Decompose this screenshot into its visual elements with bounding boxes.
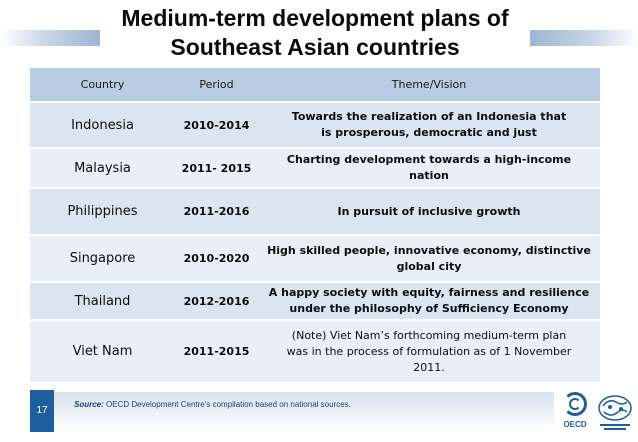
oecd-logo: OECD <box>559 392 591 434</box>
page-number-bar <box>30 390 54 432</box>
source-text: OECD Development Centre’s compilation ba… <box>103 400 351 409</box>
table-row: Philippines 2011-2016 In pursuit of incl… <box>30 187 600 235</box>
theme-line: (Note) Viet Nam’s forthcoming medium-ter… <box>291 328 567 342</box>
slide-title-line2: Southeast Asian countries <box>170 34 460 60</box>
theme-cell: (Note) Viet Nam’s forthcoming medium-ter… <box>258 319 600 382</box>
header-period: Period <box>175 68 258 103</box>
table-row: Indonesia 2010-2014 Towards the realizat… <box>30 101 600 148</box>
title-band <box>0 0 638 70</box>
source-label: Source: <box>74 400 104 409</box>
country-cell: Indonesia <box>30 101 175 148</box>
period-cell: 2010-2014 <box>175 101 258 148</box>
period-cell: 2011-2015 <box>175 319 258 382</box>
theme-line: Towards the realization of an Indonesia … <box>291 110 567 123</box>
oecd-logo-inner-ring-icon <box>569 398 581 410</box>
period-cell: 2010-2020 <box>175 234 258 282</box>
theme-line: In pursuit of inclusive growth <box>337 204 521 218</box>
development-plans-table: Country Period Theme/Vision Indonesia 20… <box>30 68 600 382</box>
theme-cell: Charting development towards a high-inco… <box>258 147 600 188</box>
country-cell: Viet Nam <box>30 319 175 382</box>
theme-cell: In pursuit of inclusive growth <box>258 187 600 235</box>
oecd-logo-ring-icon <box>563 392 587 416</box>
table-row: Thailand 2012-2016 A happy society with … <box>30 281 600 320</box>
theme-line: under the philosophy of Sufficiency Econ… <box>289 302 569 315</box>
period-cell: 2011- 2015 <box>175 147 258 188</box>
page-number: 17 <box>36 405 48 416</box>
theme-line: was in the process of formulation as of … <box>286 344 572 358</box>
period-cell: 2012-2016 <box>175 281 258 320</box>
theme-line: global city <box>396 259 462 273</box>
theme-line: Charting development towards a high-inco… <box>286 153 572 182</box>
source-note: Source: OECD Development Centre’s compil… <box>74 400 351 409</box>
country-cell: Thailand <box>30 281 175 320</box>
period-cell: 2011-2016 <box>175 187 258 235</box>
title-stripe-right <box>528 30 638 46</box>
slide-title-line1: Medium-term development plans of <box>121 5 509 31</box>
theme-cell: High skilled people, innovative economy,… <box>258 234 600 282</box>
theme-line: 2011. <box>413 360 445 374</box>
slide-title: Medium-term development plans of Southea… <box>100 4 530 62</box>
country-cell: Philippines <box>30 187 175 235</box>
country-cell: Malaysia <box>30 147 175 188</box>
development-centre-logo-icon <box>598 395 632 430</box>
table-row: Singapore 2010-2020 High skilled people,… <box>30 234 600 282</box>
country-cell: Singapore <box>30 234 175 282</box>
title-stripe-left <box>0 30 100 46</box>
oecd-logo-text: OECD <box>563 420 587 429</box>
header-theme: Theme/Vision <box>258 68 600 103</box>
theme-line: is prosperous, democratic and just <box>321 126 537 139</box>
theme-cell: A happy society with equity, fairness an… <box>258 281 600 320</box>
theme-cell: Towards the realization of an Indonesia … <box>258 101 600 148</box>
header-country: Country <box>30 68 175 103</box>
footer-band <box>54 392 554 432</box>
table-row: Malaysia 2011- 2015 Charting development… <box>30 147 600 188</box>
theme-line: A happy society with equity, fairness an… <box>268 286 590 299</box>
table-header-row: Country Period Theme/Vision <box>30 68 600 103</box>
table-row: Viet Nam 2011-2015 (Note) Viet Nam’s for… <box>30 319 600 382</box>
theme-line: High skilled people, innovative economy,… <box>267 243 591 257</box>
